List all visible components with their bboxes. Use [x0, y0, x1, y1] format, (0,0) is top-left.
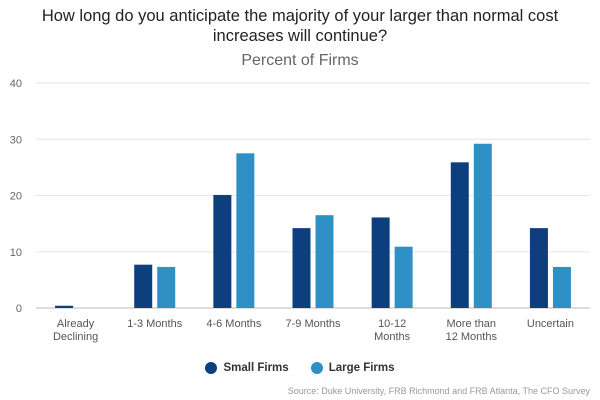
bar-large-firms[interactable]	[473, 143, 492, 308]
y-tick-label: 0	[16, 303, 22, 315]
bar-small-firms[interactable]	[371, 217, 390, 308]
x-tick-label: 1-3 Months	[127, 318, 183, 330]
x-tick-label: 10-12 Months	[374, 318, 411, 343]
bar-small-firms[interactable]	[213, 194, 232, 308]
y-tick-label: 10	[10, 247, 22, 259]
legend-label-small-firms: Small Firms	[223, 362, 289, 374]
chart-title-line-2: increases will continue?	[212, 27, 388, 45]
bar-small-firms[interactable]	[55, 305, 74, 308]
bar-small-firms[interactable]	[292, 228, 311, 308]
bar-small-firms[interactable]	[450, 162, 469, 308]
chart-title: How long do you anticipate the majority …	[0, 6, 600, 46]
bar-large-firms[interactable]	[157, 266, 176, 308]
legend-item-small-firms[interactable]: Small Firms	[205, 362, 289, 374]
x-tick-label: 4-6 Months	[206, 318, 262, 330]
legend-swatch-small-firms	[205, 362, 218, 374]
bar-large-firms[interactable]	[552, 266, 571, 308]
bar-small-firms[interactable]	[134, 264, 153, 308]
legend-label-large-firms: Large Firms	[328, 362, 395, 374]
chart-subtitle: Percent of Firms	[241, 52, 359, 69]
x-tick-label: More than 12 Months	[446, 318, 498, 343]
legend-swatch-large-firms	[310, 362, 323, 374]
bar-large-firms[interactable]	[236, 153, 255, 308]
x-tick-label: Already Declining	[53, 318, 98, 343]
bar-large-firms[interactable]	[315, 215, 334, 308]
bar-small-firms[interactable]	[529, 228, 548, 308]
x-tick-label: 7-9 Months	[285, 318, 341, 330]
x-tick-label: Uncertain	[527, 318, 574, 330]
bar-large-firms[interactable]	[394, 246, 413, 308]
source-note: Source: Duke University, FRB Richmond an…	[287, 386, 590, 396]
legend-item-large-firms[interactable]: Large Firms	[310, 362, 395, 374]
legend: Small Firms Large Firms	[0, 362, 600, 374]
chart-title-line-1: How long do you anticipate the majority …	[41, 7, 559, 25]
y-tick-label: 40	[10, 78, 22, 90]
y-tick-label: 20	[10, 191, 22, 203]
y-tick-label: 30	[10, 134, 22, 146]
